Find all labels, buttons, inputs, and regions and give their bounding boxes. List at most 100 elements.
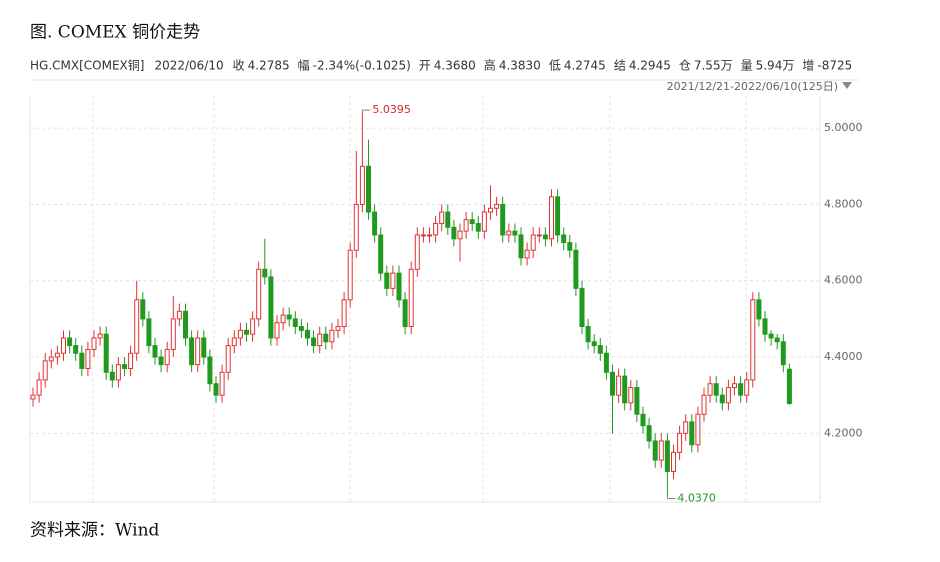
candle-body bbox=[756, 299, 762, 320]
annotation-label: 4.0370 bbox=[677, 492, 716, 505]
candle-body bbox=[134, 299, 140, 354]
candle-body bbox=[378, 234, 384, 274]
candle-body bbox=[195, 337, 201, 366]
candle-body bbox=[335, 326, 341, 331]
quote-text: 收 bbox=[233, 59, 245, 73]
candle-body bbox=[518, 234, 524, 259]
candle-body bbox=[91, 337, 97, 350]
candle-body bbox=[573, 249, 579, 289]
candle-body bbox=[329, 329, 335, 343]
candle-body bbox=[494, 203, 500, 209]
candle-body bbox=[530, 234, 536, 251]
candle-body bbox=[323, 333, 329, 343]
candle-body bbox=[390, 272, 396, 289]
candle-body bbox=[457, 230, 463, 240]
candle-body bbox=[67, 337, 73, 347]
y-tick-label: 4.8000 bbox=[824, 197, 863, 210]
candle-body bbox=[146, 318, 152, 347]
quote-text: 增 bbox=[802, 59, 814, 73]
candle-body bbox=[713, 383, 719, 396]
candle-body bbox=[372, 211, 378, 236]
y-tick-label: 4.6000 bbox=[824, 274, 863, 287]
candle-body bbox=[280, 314, 286, 324]
candle-body bbox=[54, 352, 60, 358]
candle-body bbox=[677, 432, 683, 453]
candle-body bbox=[786, 368, 792, 404]
candle-body bbox=[384, 272, 390, 289]
candle-body bbox=[658, 440, 664, 461]
candle-body bbox=[207, 356, 213, 385]
candle-body bbox=[158, 356, 164, 366]
quote-text: 4.2785 bbox=[248, 59, 290, 73]
quote-text: 5.94万 bbox=[756, 59, 795, 73]
quote-text: 仓 bbox=[679, 59, 691, 73]
candle-body bbox=[292, 318, 298, 328]
candle-body bbox=[408, 268, 414, 328]
candle-body bbox=[719, 394, 725, 404]
candle-body bbox=[420, 234, 426, 237]
candle-body bbox=[152, 345, 158, 358]
candle-body bbox=[97, 333, 103, 339]
candle-body bbox=[524, 249, 530, 259]
candle-body bbox=[744, 379, 750, 396]
candle-body bbox=[79, 352, 85, 369]
candle-body bbox=[189, 337, 195, 366]
annotation-leader bbox=[361, 109, 371, 114]
candle-body bbox=[30, 394, 36, 400]
quote-text: HG.CMX[COMEX铜] bbox=[30, 58, 144, 73]
candle-body bbox=[262, 268, 268, 278]
quote-text: -8725 bbox=[817, 59, 852, 73]
candle-body bbox=[42, 360, 48, 381]
candle-body bbox=[140, 299, 146, 320]
candle-body bbox=[176, 310, 182, 320]
candle-body bbox=[542, 234, 548, 240]
candle-body bbox=[36, 379, 42, 396]
candle-body bbox=[597, 345, 603, 354]
candle-body bbox=[463, 219, 469, 232]
y-tick-label: 4.4000 bbox=[824, 350, 863, 363]
candle-body bbox=[414, 234, 420, 270]
candle-body bbox=[725, 387, 731, 404]
annotation-label: 5.0395 bbox=[372, 103, 411, 116]
candle-body bbox=[439, 211, 445, 225]
candle-body bbox=[591, 341, 597, 347]
candle-body bbox=[170, 318, 176, 350]
candle-body bbox=[738, 383, 744, 396]
candle-body bbox=[48, 356, 54, 362]
candle-body bbox=[366, 165, 371, 213]
y-tick-label: 5.0000 bbox=[824, 121, 863, 134]
candle-body bbox=[732, 383, 737, 389]
candle-body bbox=[567, 242, 573, 251]
quote-text: -2.34%(-0.1025) bbox=[313, 59, 411, 73]
candle-body bbox=[213, 383, 219, 396]
quote-text: 2022/06/10 bbox=[154, 59, 223, 73]
candle-body bbox=[274, 322, 280, 339]
candle-body bbox=[475, 223, 481, 232]
candle-body bbox=[622, 375, 628, 404]
candle-body bbox=[671, 451, 676, 472]
date-range: 2021/12/21-2022/06/10(125日) bbox=[667, 80, 838, 93]
candle-body bbox=[481, 211, 487, 232]
candle-body bbox=[750, 299, 756, 381]
candle-body bbox=[768, 333, 774, 339]
candle-body bbox=[610, 371, 615, 396]
candle-body bbox=[433, 223, 439, 236]
candle-body bbox=[555, 196, 561, 236]
candle-body bbox=[616, 375, 622, 396]
quote-text: 幅 bbox=[298, 58, 310, 73]
candle-body bbox=[61, 337, 66, 354]
candle-body bbox=[286, 314, 292, 320]
candle-body bbox=[652, 440, 658, 461]
candle-body bbox=[469, 219, 475, 225]
candle-body bbox=[268, 276, 274, 339]
candle-body bbox=[225, 345, 231, 373]
candle-body bbox=[231, 337, 237, 347]
candle-body bbox=[341, 299, 347, 328]
candle-body bbox=[396, 272, 402, 301]
candle-body bbox=[579, 287, 585, 328]
candle-body bbox=[359, 165, 365, 205]
quote-text: 7.55万 bbox=[694, 59, 733, 73]
quote-text: 4.3680 bbox=[434, 59, 476, 73]
candle-body bbox=[128, 352, 134, 369]
